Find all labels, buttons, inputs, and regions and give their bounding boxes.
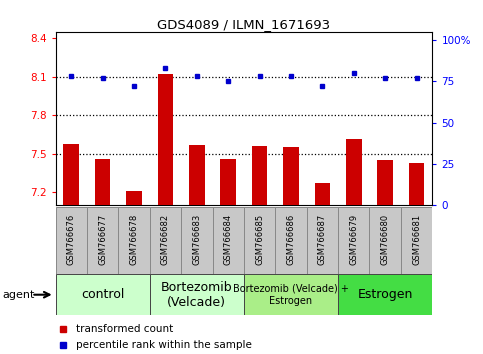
Bar <box>189 145 205 205</box>
Title: GDS4089 / ILMN_1671693: GDS4089 / ILMN_1671693 <box>157 18 330 31</box>
Bar <box>157 74 173 205</box>
Bar <box>275 207 307 274</box>
Text: GSM766686: GSM766686 <box>286 214 296 265</box>
Bar <box>95 159 111 205</box>
Bar <box>338 207 369 274</box>
Text: GSM766687: GSM766687 <box>318 214 327 265</box>
Bar <box>126 191 142 205</box>
Bar <box>213 207 244 274</box>
Text: GSM766678: GSM766678 <box>129 214 139 265</box>
Bar <box>252 146 268 205</box>
Bar <box>220 159 236 205</box>
Bar <box>346 138 362 205</box>
Text: GSM766677: GSM766677 <box>98 214 107 265</box>
Bar <box>56 207 87 274</box>
Bar <box>377 160 393 205</box>
Bar <box>401 207 432 274</box>
Text: GSM766682: GSM766682 <box>161 214 170 265</box>
Text: GSM766681: GSM766681 <box>412 214 421 265</box>
Text: GSM766684: GSM766684 <box>224 214 233 265</box>
Bar <box>338 274 432 315</box>
Bar <box>409 163 425 205</box>
Bar <box>307 207 338 274</box>
Bar <box>150 207 181 274</box>
Text: GSM766680: GSM766680 <box>381 214 390 265</box>
Text: GSM766685: GSM766685 <box>255 214 264 265</box>
Text: transformed count: transformed count <box>76 324 173 334</box>
Bar <box>314 183 330 205</box>
Text: agent: agent <box>2 290 35 300</box>
Text: percentile rank within the sample: percentile rank within the sample <box>76 340 252 350</box>
Bar <box>244 274 338 315</box>
Bar <box>118 207 150 274</box>
Text: Bortezomib
(Velcade): Bortezomib (Velcade) <box>161 281 233 309</box>
Bar <box>369 207 401 274</box>
Text: Estrogen: Estrogen <box>357 288 413 301</box>
Bar <box>181 207 213 274</box>
Text: GSM766683: GSM766683 <box>192 214 201 265</box>
Text: control: control <box>81 288 124 301</box>
Text: GSM766679: GSM766679 <box>349 214 358 265</box>
Text: Bortezomib (Velcade) +
Estrogen: Bortezomib (Velcade) + Estrogen <box>233 284 349 306</box>
Text: GSM766676: GSM766676 <box>67 214 76 265</box>
Bar <box>63 144 79 205</box>
Bar <box>56 274 150 315</box>
Bar <box>244 207 275 274</box>
Bar <box>150 274 244 315</box>
Bar <box>283 148 299 205</box>
Bar <box>87 207 118 274</box>
